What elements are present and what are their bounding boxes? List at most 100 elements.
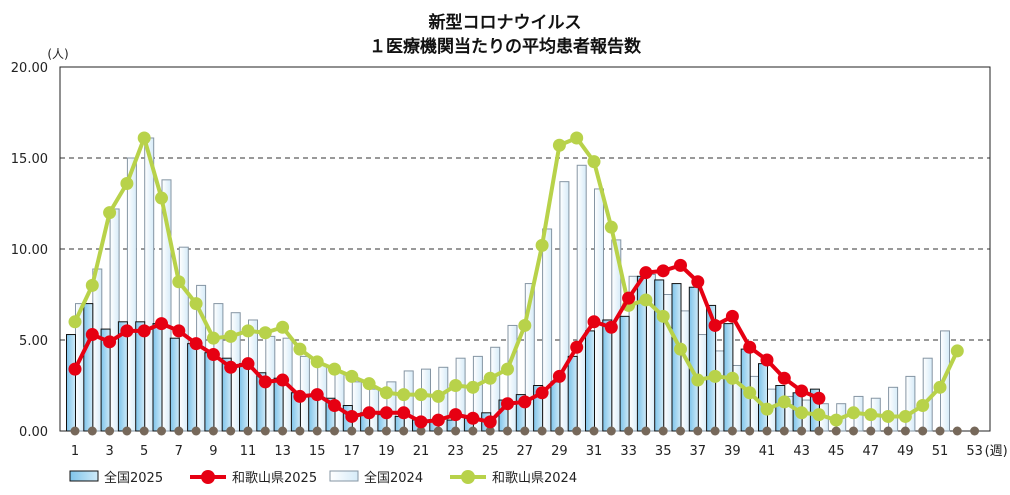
point-wakayama-2025 <box>639 266 653 280</box>
point-wakayama-2024 <box>414 388 428 402</box>
baseline-marker <box>814 426 824 436</box>
point-wakayama-2024 <box>708 369 722 383</box>
baseline-marker <box>624 426 634 436</box>
legend-marker <box>201 470 215 484</box>
bar-national-2025 <box>567 355 578 432</box>
point-wakayama-2025 <box>293 389 307 403</box>
point-wakayama-2024 <box>777 395 791 409</box>
baseline-marker <box>727 426 737 436</box>
point-wakayama-2025 <box>674 258 687 272</box>
bar-national-2025 <box>654 279 665 432</box>
y-tick-label: 0.00 <box>19 425 48 440</box>
point-wakayama-2024 <box>258 326 272 340</box>
y-tick-label: 20.00 <box>11 61 48 76</box>
bar-national-2025 <box>187 343 198 432</box>
x-tick-label: 3 <box>105 444 113 459</box>
point-wakayama-2024 <box>466 380 480 394</box>
baseline-marker <box>226 426 236 436</box>
legend-swatch-national-2024 <box>329 470 359 482</box>
legend-marker <box>461 470 475 484</box>
point-wakayama-2024 <box>328 362 341 376</box>
x-tick-label: 45 <box>828 444 845 459</box>
baseline-marker <box>416 426 426 436</box>
point-wakayama-2024 <box>691 373 705 387</box>
legend-swatch-national-2025 <box>69 470 99 482</box>
bar-national-2024 <box>126 157 137 432</box>
x-tick-label: 33 <box>620 444 637 459</box>
point-wakayama-2024 <box>483 371 497 385</box>
point-wakayama-2024 <box>379 386 393 400</box>
chart-title-line1: 新型コロナウイルス <box>428 13 582 33</box>
baseline-marker <box>381 426 391 436</box>
bar-national-2025 <box>671 283 682 432</box>
x-tick-label: 49 <box>897 444 914 459</box>
point-wakayama-2024 <box>172 275 186 289</box>
point-wakayama-2025 <box>276 373 290 387</box>
point-wakayama-2025 <box>189 337 203 351</box>
x-tick-label: 43 <box>793 444 810 459</box>
point-wakayama-2024 <box>812 408 826 422</box>
point-wakayama-2024 <box>293 342 307 356</box>
baseline-marker <box>831 426 841 436</box>
point-wakayama-2025 <box>258 375 272 389</box>
point-wakayama-2024 <box>206 331 220 345</box>
point-wakayama-2024 <box>431 389 445 403</box>
x-tick-label: 13 <box>274 444 291 459</box>
bar-national-2025 <box>239 363 249 432</box>
point-wakayama-2025 <box>120 324 134 338</box>
bar-national-2025 <box>83 303 94 432</box>
baseline-marker <box>191 426 201 436</box>
bar-national-2024 <box>455 357 466 432</box>
point-wakayama-2025 <box>85 328 99 342</box>
baseline-marker <box>520 426 530 436</box>
baseline-marker <box>745 426 755 436</box>
point-wakayama-2025 <box>68 362 82 376</box>
baseline-marker <box>433 426 443 436</box>
point-wakayama-2024 <box>276 320 290 334</box>
point-wakayama-2024 <box>397 388 411 402</box>
bar-national-2024 <box>542 228 553 432</box>
point-wakayama-2025 <box>414 415 428 429</box>
bar-national-2024 <box>905 375 916 432</box>
baseline-marker <box>641 426 651 436</box>
x-tick-label: 41 <box>759 444 776 459</box>
point-wakayama-2025 <box>743 340 757 354</box>
baseline-marker <box>970 426 980 436</box>
x-tick-label: 51 <box>932 444 949 459</box>
point-wakayama-2024 <box>604 220 618 234</box>
point-wakayama-2024 <box>847 406 860 420</box>
bar-national-2025 <box>308 395 319 432</box>
baseline-marker <box>451 426 461 436</box>
bar-national-2024 <box>749 375 760 432</box>
x-tick-label: 9 <box>209 444 217 459</box>
point-wakayama-2024 <box>137 131 151 145</box>
point-wakayama-2024 <box>570 131 584 145</box>
point-wakayama-2024 <box>449 379 463 392</box>
point-wakayama-2025 <box>760 353 774 367</box>
point-wakayama-2024 <box>103 206 117 220</box>
line-wakayama-2024 <box>73 135 960 423</box>
point-wakayama-2025 <box>241 357 255 371</box>
point-wakayama-2024 <box>725 371 739 385</box>
point-wakayama-2025 <box>155 317 168 331</box>
bar-national-2025 <box>758 363 768 432</box>
point-wakayama-2025 <box>552 369 566 383</box>
baseline-marker <box>849 426 858 436</box>
point-wakayama-2024 <box>933 380 947 394</box>
point-wakayama-2025 <box>206 348 220 362</box>
chart-title-line2: １医療機関当たりの平均患者報告数 <box>369 37 641 57</box>
point-wakayama-2025 <box>725 309 739 323</box>
baseline-marker <box>260 426 270 436</box>
baseline-marker <box>554 426 564 436</box>
point-wakayama-2024 <box>881 409 895 423</box>
bar-national-2024 <box>559 181 570 432</box>
legend-label: 全国2025 <box>104 470 163 486</box>
point-wakayama-2024 <box>674 342 687 356</box>
bar-national-2025 <box>66 334 76 432</box>
point-wakayama-2024 <box>829 413 843 427</box>
x-tick-label: 31 <box>586 444 603 459</box>
bar-national-2025 <box>152 323 163 432</box>
bar-national-2024 <box>213 303 224 432</box>
point-wakayama-2025 <box>103 335 117 349</box>
baseline-marker <box>589 426 599 436</box>
